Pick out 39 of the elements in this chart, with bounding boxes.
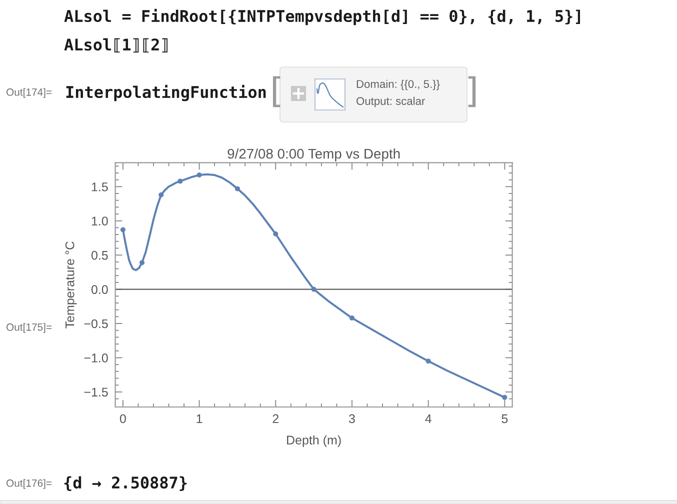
point	[120, 227, 126, 232]
point	[311, 286, 316, 292]
text: ALsol⟦1⟧⟦2⟧	[64, 38, 168, 53]
y-tick-label: 0.5	[91, 250, 108, 260]
y-tick-label: −1.0	[84, 354, 108, 362]
text: Out[176]=	[6, 479, 52, 489]
y-tick-label: −0.5	[84, 319, 108, 328]
y-axis-title: Temperature °C	[65, 241, 77, 328]
point	[158, 192, 164, 198]
y-tick-label: 0.0	[91, 285, 108, 294]
y-tick-label: −1.5	[84, 388, 108, 397]
line-series	[122, 173, 506, 398]
point	[234, 186, 240, 192]
y-tick-label: 1.0	[92, 216, 108, 226]
text: Out[174]=	[6, 88, 52, 98]
text: Out[175]=	[6, 323, 52, 333]
point	[196, 172, 202, 178]
point	[349, 316, 354, 321]
text: ALsol = FindRoot[{INTPTempvsdepth[d] == 0}, {d, 1, 5}]	[64, 8, 580, 26]
x-tick-label: 2	[272, 414, 278, 424]
text: ]	[468, 76, 476, 108]
text: InterpolatingFunction	[66, 84, 266, 102]
chart-title: 9/27/08 0:00 Temp vs Depth	[228, 148, 400, 162]
x-tick-label: 3	[348, 414, 355, 424]
x-axis-title: Depth (m)	[287, 435, 341, 447]
x-tick-label: 4	[425, 414, 432, 424]
y-tick-label: 1.5	[92, 182, 108, 192]
x-tick-label: 1	[196, 414, 202, 424]
point	[140, 260, 145, 266]
text: [	[272, 76, 280, 108]
x-tick-label: 5	[502, 414, 508, 424]
text: Output: scalar	[356, 96, 425, 108]
text: {d → 2.50887}	[64, 476, 187, 492]
x-tick-label: 0	[120, 414, 126, 424]
point	[178, 178, 183, 184]
point	[502, 394, 508, 400]
point	[273, 231, 278, 236]
point	[426, 358, 431, 364]
text: Domain: {{0., 5.}}	[356, 80, 440, 90]
